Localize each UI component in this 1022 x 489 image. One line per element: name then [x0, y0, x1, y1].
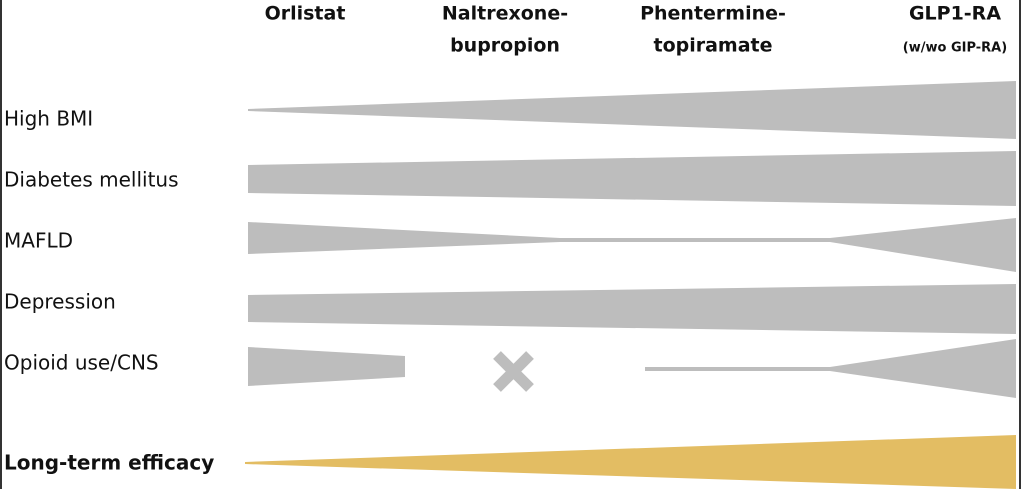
row-label: Opioid use/CNS	[4, 351, 159, 375]
column-header: GLP1-RA	[909, 3, 1001, 25]
column-header: Phentermine-	[640, 3, 786, 25]
wedge	[248, 81, 1016, 139]
row-label: MAFLD	[4, 229, 73, 253]
cross-icon	[493, 351, 534, 392]
efficacy-wedge	[245, 435, 1016, 489]
column-header: Naltrexone-	[442, 3, 568, 25]
column-header: (w/wo GIP-RA)	[903, 41, 1007, 56]
wedge	[248, 347, 405, 386]
summary-label: Long-term efficacy	[4, 451, 214, 475]
row-label: Depression	[4, 290, 116, 314]
wedge	[248, 151, 1016, 206]
wedge	[248, 284, 1016, 334]
column-header: topiramate	[653, 35, 772, 57]
wedge	[248, 218, 1016, 272]
column-header: Orlistat	[265, 3, 346, 25]
row-label: Diabetes mellitus	[4, 168, 179, 192]
column-header: bupropion	[450, 35, 560, 57]
row-label: High BMI	[4, 107, 93, 131]
wedge	[645, 339, 1016, 398]
